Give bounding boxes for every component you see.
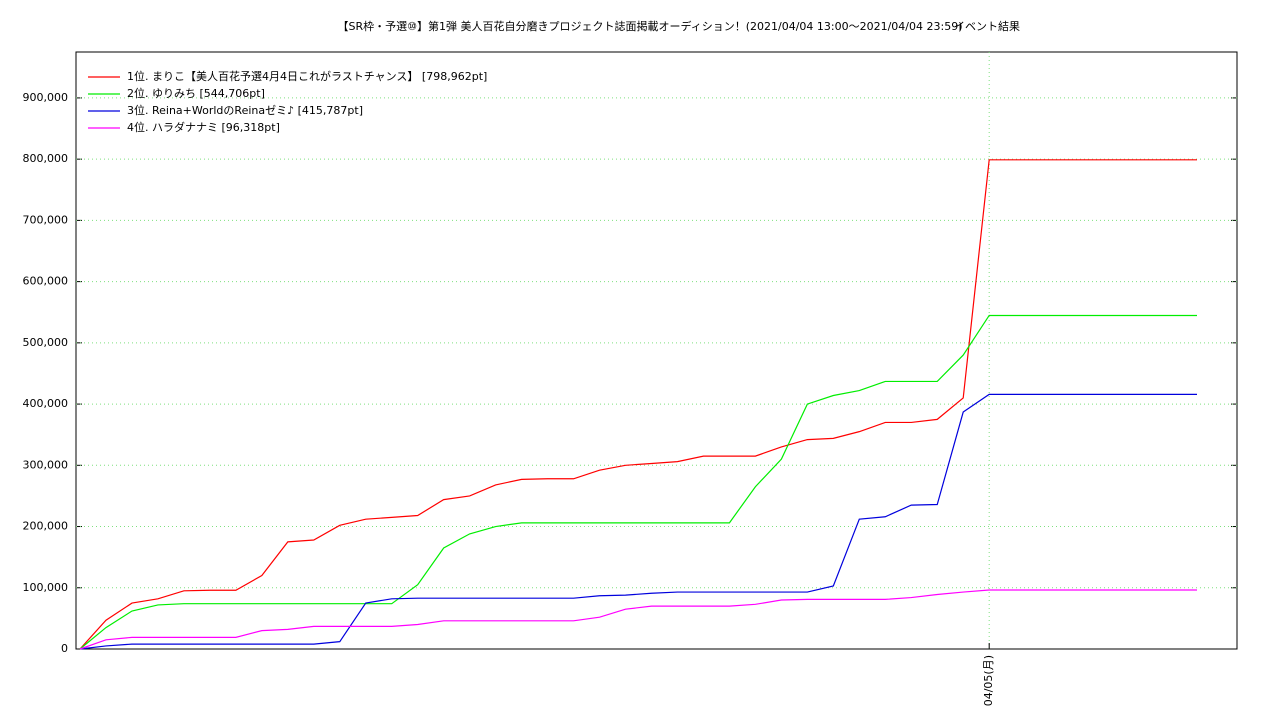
series-line <box>79 314 1197 650</box>
chart-subtitle: イベント結果 <box>954 19 1020 33</box>
legend-label: 4位. ハラダナナミ [96,318pt] <box>127 120 280 134</box>
x-tick-label: 04/05(月) <box>982 655 995 706</box>
series-line <box>79 159 1197 650</box>
legend-label: 1位. まりこ【美人百花予選4月4日これがラストチャンス】 [798,962pt… <box>127 69 487 83</box>
y-tick-label: 500,000 <box>23 336 69 349</box>
y-tick-label: 400,000 <box>23 397 69 410</box>
y-tick-label: 0 <box>61 642 68 655</box>
y-tick-label: 300,000 <box>23 458 69 471</box>
series-line <box>79 589 1197 650</box>
y-tick-label: 800,000 <box>23 152 69 165</box>
legend-label: 2位. ゆりみち [544,706pt] <box>127 86 265 100</box>
y-tick-label: 200,000 <box>23 520 69 533</box>
chart-title: 【SR枠・予選⑩】第1弾 美人百花自分磨きプロジェクト誌面掲載オーディション！(… <box>338 19 963 33</box>
plot-frame <box>75 51 1238 650</box>
y-tick-label: 100,000 <box>23 581 69 594</box>
y-tick-label: 700,000 <box>23 213 69 226</box>
y-tick-label: 900,000 <box>23 91 69 104</box>
legend-label: 3位. Reina+WorldのReinaゼミ♪ [415,787pt] <box>127 103 363 117</box>
series-line <box>79 393 1197 650</box>
y-tick-label: 600,000 <box>23 275 69 288</box>
